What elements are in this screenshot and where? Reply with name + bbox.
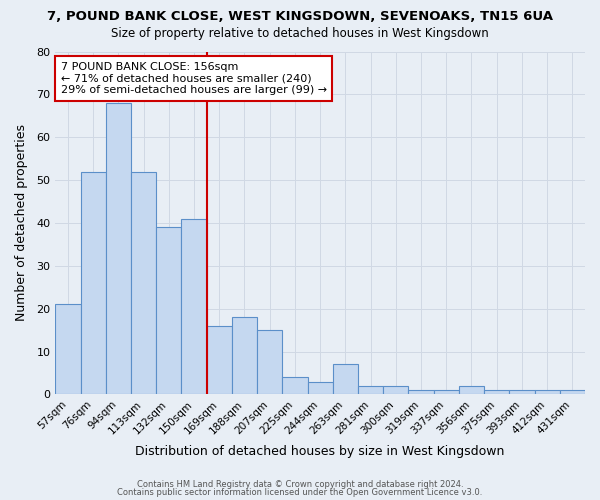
- Text: Size of property relative to detached houses in West Kingsdown: Size of property relative to detached ho…: [111, 28, 489, 40]
- Text: 7, POUND BANK CLOSE, WEST KINGSDOWN, SEVENOAKS, TN15 6UA: 7, POUND BANK CLOSE, WEST KINGSDOWN, SEV…: [47, 10, 553, 23]
- Bar: [80, 172, 106, 394]
- X-axis label: Distribution of detached houses by size in West Kingsdown: Distribution of detached houses by size …: [136, 444, 505, 458]
- Bar: [383, 386, 409, 394]
- Bar: [131, 172, 156, 394]
- Bar: [535, 390, 560, 394]
- Y-axis label: Number of detached properties: Number of detached properties: [15, 124, 28, 322]
- Bar: [409, 390, 434, 394]
- Bar: [358, 386, 383, 394]
- Bar: [333, 364, 358, 394]
- Text: Contains public sector information licensed under the Open Government Licence v3: Contains public sector information licen…: [118, 488, 482, 497]
- Bar: [206, 326, 232, 394]
- Bar: [283, 378, 308, 394]
- Bar: [308, 382, 333, 394]
- Bar: [55, 304, 80, 394]
- Bar: [484, 390, 509, 394]
- Bar: [257, 330, 283, 394]
- Bar: [232, 318, 257, 394]
- Bar: [181, 218, 206, 394]
- Bar: [434, 390, 459, 394]
- Bar: [459, 386, 484, 394]
- Bar: [560, 390, 585, 394]
- Bar: [156, 228, 181, 394]
- Text: 7 POUND BANK CLOSE: 156sqm
← 71% of detached houses are smaller (240)
29% of sem: 7 POUND BANK CLOSE: 156sqm ← 71% of deta…: [61, 62, 327, 95]
- Text: Contains HM Land Registry data © Crown copyright and database right 2024.: Contains HM Land Registry data © Crown c…: [137, 480, 463, 489]
- Bar: [509, 390, 535, 394]
- Bar: [106, 103, 131, 395]
